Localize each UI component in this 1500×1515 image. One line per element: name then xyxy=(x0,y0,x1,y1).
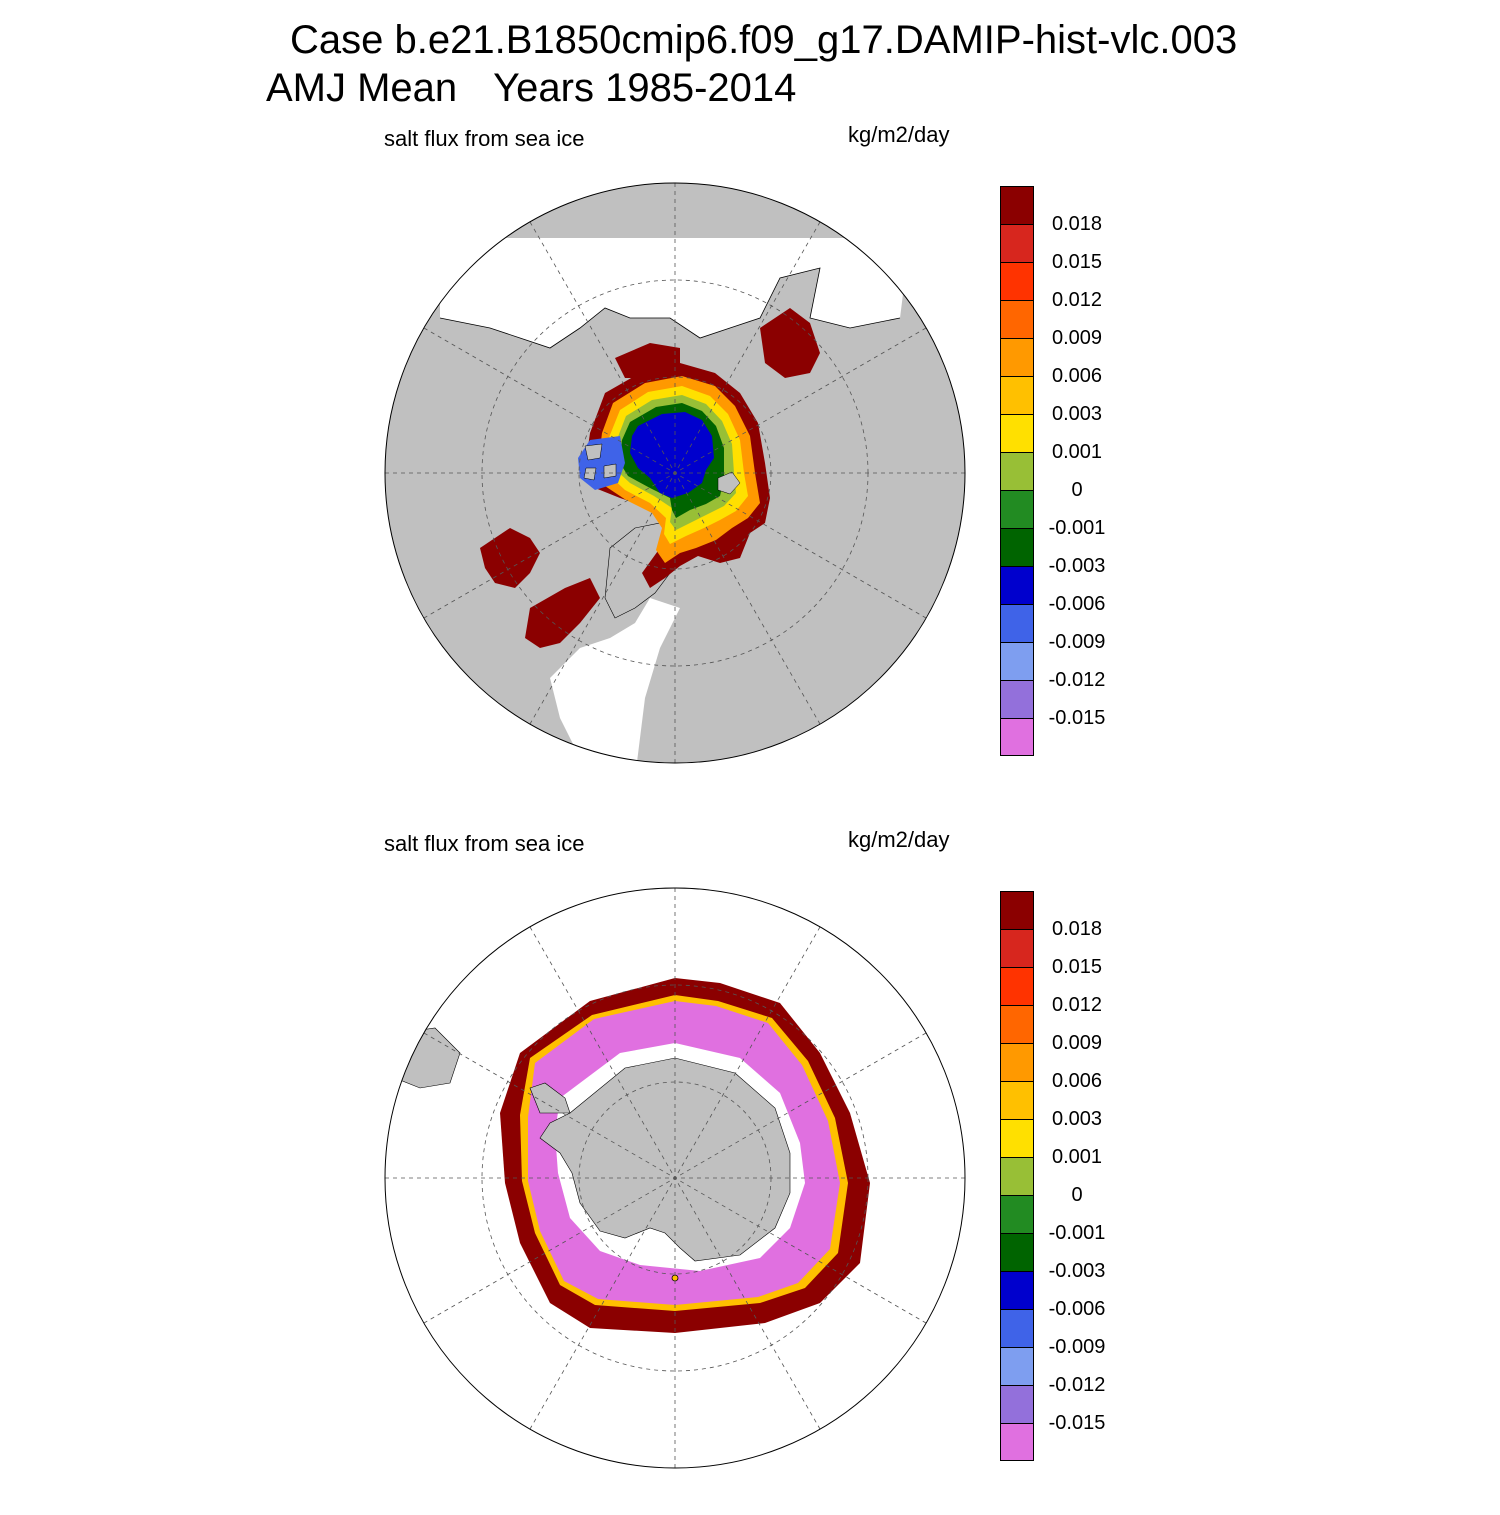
colorbar-level-label: -0.006 xyxy=(1048,1298,1106,1320)
colorbar-level-label: 0.006 xyxy=(1051,1070,1103,1092)
colorbar-swatch xyxy=(1000,490,1034,528)
colorbar-swatch xyxy=(1000,1423,1034,1461)
colorbar-swatch xyxy=(1000,891,1034,929)
colorbar-level-label: -0.015 xyxy=(1048,707,1106,729)
units-label-south: kg/m2/day xyxy=(848,827,950,852)
colorbar-level-label: -0.012 xyxy=(1048,1374,1106,1396)
colorbar-level-label: 0 xyxy=(1071,479,1083,501)
colorbar-swatch xyxy=(1000,300,1034,338)
colorbar-level-label: 0.015 xyxy=(1051,251,1103,273)
sea-ice-labrador xyxy=(525,578,600,648)
colorbar-level-label: -0.006 xyxy=(1048,593,1106,615)
colorbar-swatch xyxy=(1000,929,1034,967)
colorbar-level-label: 0.009 xyxy=(1051,327,1103,349)
archipelago-islands xyxy=(583,443,617,481)
antarctica xyxy=(539,1057,791,1262)
colorbar-level-label: 0.009 xyxy=(1051,1032,1103,1054)
colorbar-swatch xyxy=(1000,224,1034,262)
colorbar-swatch xyxy=(1000,1347,1034,1385)
colorbar-level-label: 0.003 xyxy=(1051,403,1103,425)
colorbar-level-label: -0.001 xyxy=(1048,1222,1106,1244)
colorbar-swatch xyxy=(1000,1081,1034,1119)
colorbar-level-label: 0.012 xyxy=(1051,994,1103,1016)
units-label-north: kg/m2/day xyxy=(848,122,950,147)
colorbar-swatch xyxy=(1000,718,1034,756)
colorbar-swatch xyxy=(1000,1119,1034,1157)
colorbar-south: 0.018 0.015 0.012 0.009 0.006 0.003 0.001 0 -0.0… xyxy=(1000,891,1120,1463)
figure-title-period: AMJ Mean Years 1985-2014 xyxy=(266,66,796,111)
colorbar-swatch xyxy=(1000,338,1034,376)
sea-ice-okhotsk xyxy=(760,308,820,378)
colorbar-level-label: -0.003 xyxy=(1048,555,1106,577)
figure-title-case: Case b.e21.B1850cmip6.f09_g17.DAMIP-hist… xyxy=(290,18,1238,62)
colorbar-level-label: 0.012 xyxy=(1051,289,1103,311)
colorbar-swatch xyxy=(1000,376,1034,414)
colorbar-swatch xyxy=(1000,1233,1034,1271)
colorbar-swatch xyxy=(1000,1309,1034,1347)
panel-south: salt flux from sea ice kg/m2/day xyxy=(0,815,1500,1515)
colorbar-swatch xyxy=(1000,452,1034,490)
colorbar-swatch xyxy=(1000,1157,1034,1195)
colorbar-level-label: 0.006 xyxy=(1051,365,1103,387)
north-polar-map xyxy=(384,182,966,764)
sea-ice-bering xyxy=(615,343,680,378)
colorbar-level-label: -0.009 xyxy=(1048,631,1106,653)
colorbar-level-label: 0.015 xyxy=(1051,956,1103,978)
atlantic-ocean xyxy=(550,598,680,763)
years-label: Years 1985-2014 xyxy=(493,66,797,110)
colorbar-level-label: 0.003 xyxy=(1051,1108,1103,1130)
colorbar-swatch xyxy=(1000,604,1034,642)
colorbar-level-label: -0.003 xyxy=(1048,1260,1106,1282)
colorbar-level-label: 0 xyxy=(1071,1184,1083,1206)
greenland xyxy=(604,522,671,619)
colorbar-level-label: -0.012 xyxy=(1048,669,1106,691)
pacific-ocean xyxy=(440,238,910,348)
colorbar-swatch xyxy=(1000,1385,1034,1423)
colorbar-swatch xyxy=(1000,528,1034,566)
colorbar-level-label: 0.001 xyxy=(1051,1146,1103,1168)
variable-label-north: salt flux from sea ice xyxy=(384,126,585,151)
colorbar-swatch xyxy=(1000,186,1034,224)
antarctic-peninsula xyxy=(529,1082,571,1114)
colorbar-north: 0.018 0.015 0.012 0.009 0.006 0.003 0.001 0 -0.0… xyxy=(1000,186,1120,758)
colorbar-swatch xyxy=(1000,566,1034,604)
colorbar-swatch xyxy=(1000,1005,1034,1043)
colorbar-swatch xyxy=(1000,1271,1034,1309)
colorbar-swatch xyxy=(1000,414,1034,452)
south-polar-map xyxy=(384,887,966,1469)
colorbar-swatch xyxy=(1000,680,1034,718)
panel-north: salt flux from sea ice kg/m2/day xyxy=(0,110,1500,810)
colorbar-swatch xyxy=(1000,967,1034,1005)
season-label: AMJ Mean xyxy=(266,66,458,110)
colorbar-level-label: 0.018 xyxy=(1051,918,1103,940)
variable-label-south: salt flux from sea ice xyxy=(384,831,585,856)
colorbar-level-label: 0.001 xyxy=(1051,441,1103,463)
colorbar-level-label: 0.018 xyxy=(1051,213,1103,235)
colorbar-swatch xyxy=(1000,642,1034,680)
sea-ice-hudson xyxy=(480,528,540,588)
colorbar-level-label: -0.015 xyxy=(1048,1412,1106,1434)
colorbar-swatch xyxy=(1000,1195,1034,1233)
colorbar-swatch xyxy=(1000,262,1034,300)
colorbar-level-label: -0.009 xyxy=(1048,1336,1106,1358)
sea-ice-central-blue xyxy=(630,412,714,498)
colorbar-level-label: -0.001 xyxy=(1048,517,1106,539)
colorbar-swatch xyxy=(1000,1043,1034,1081)
